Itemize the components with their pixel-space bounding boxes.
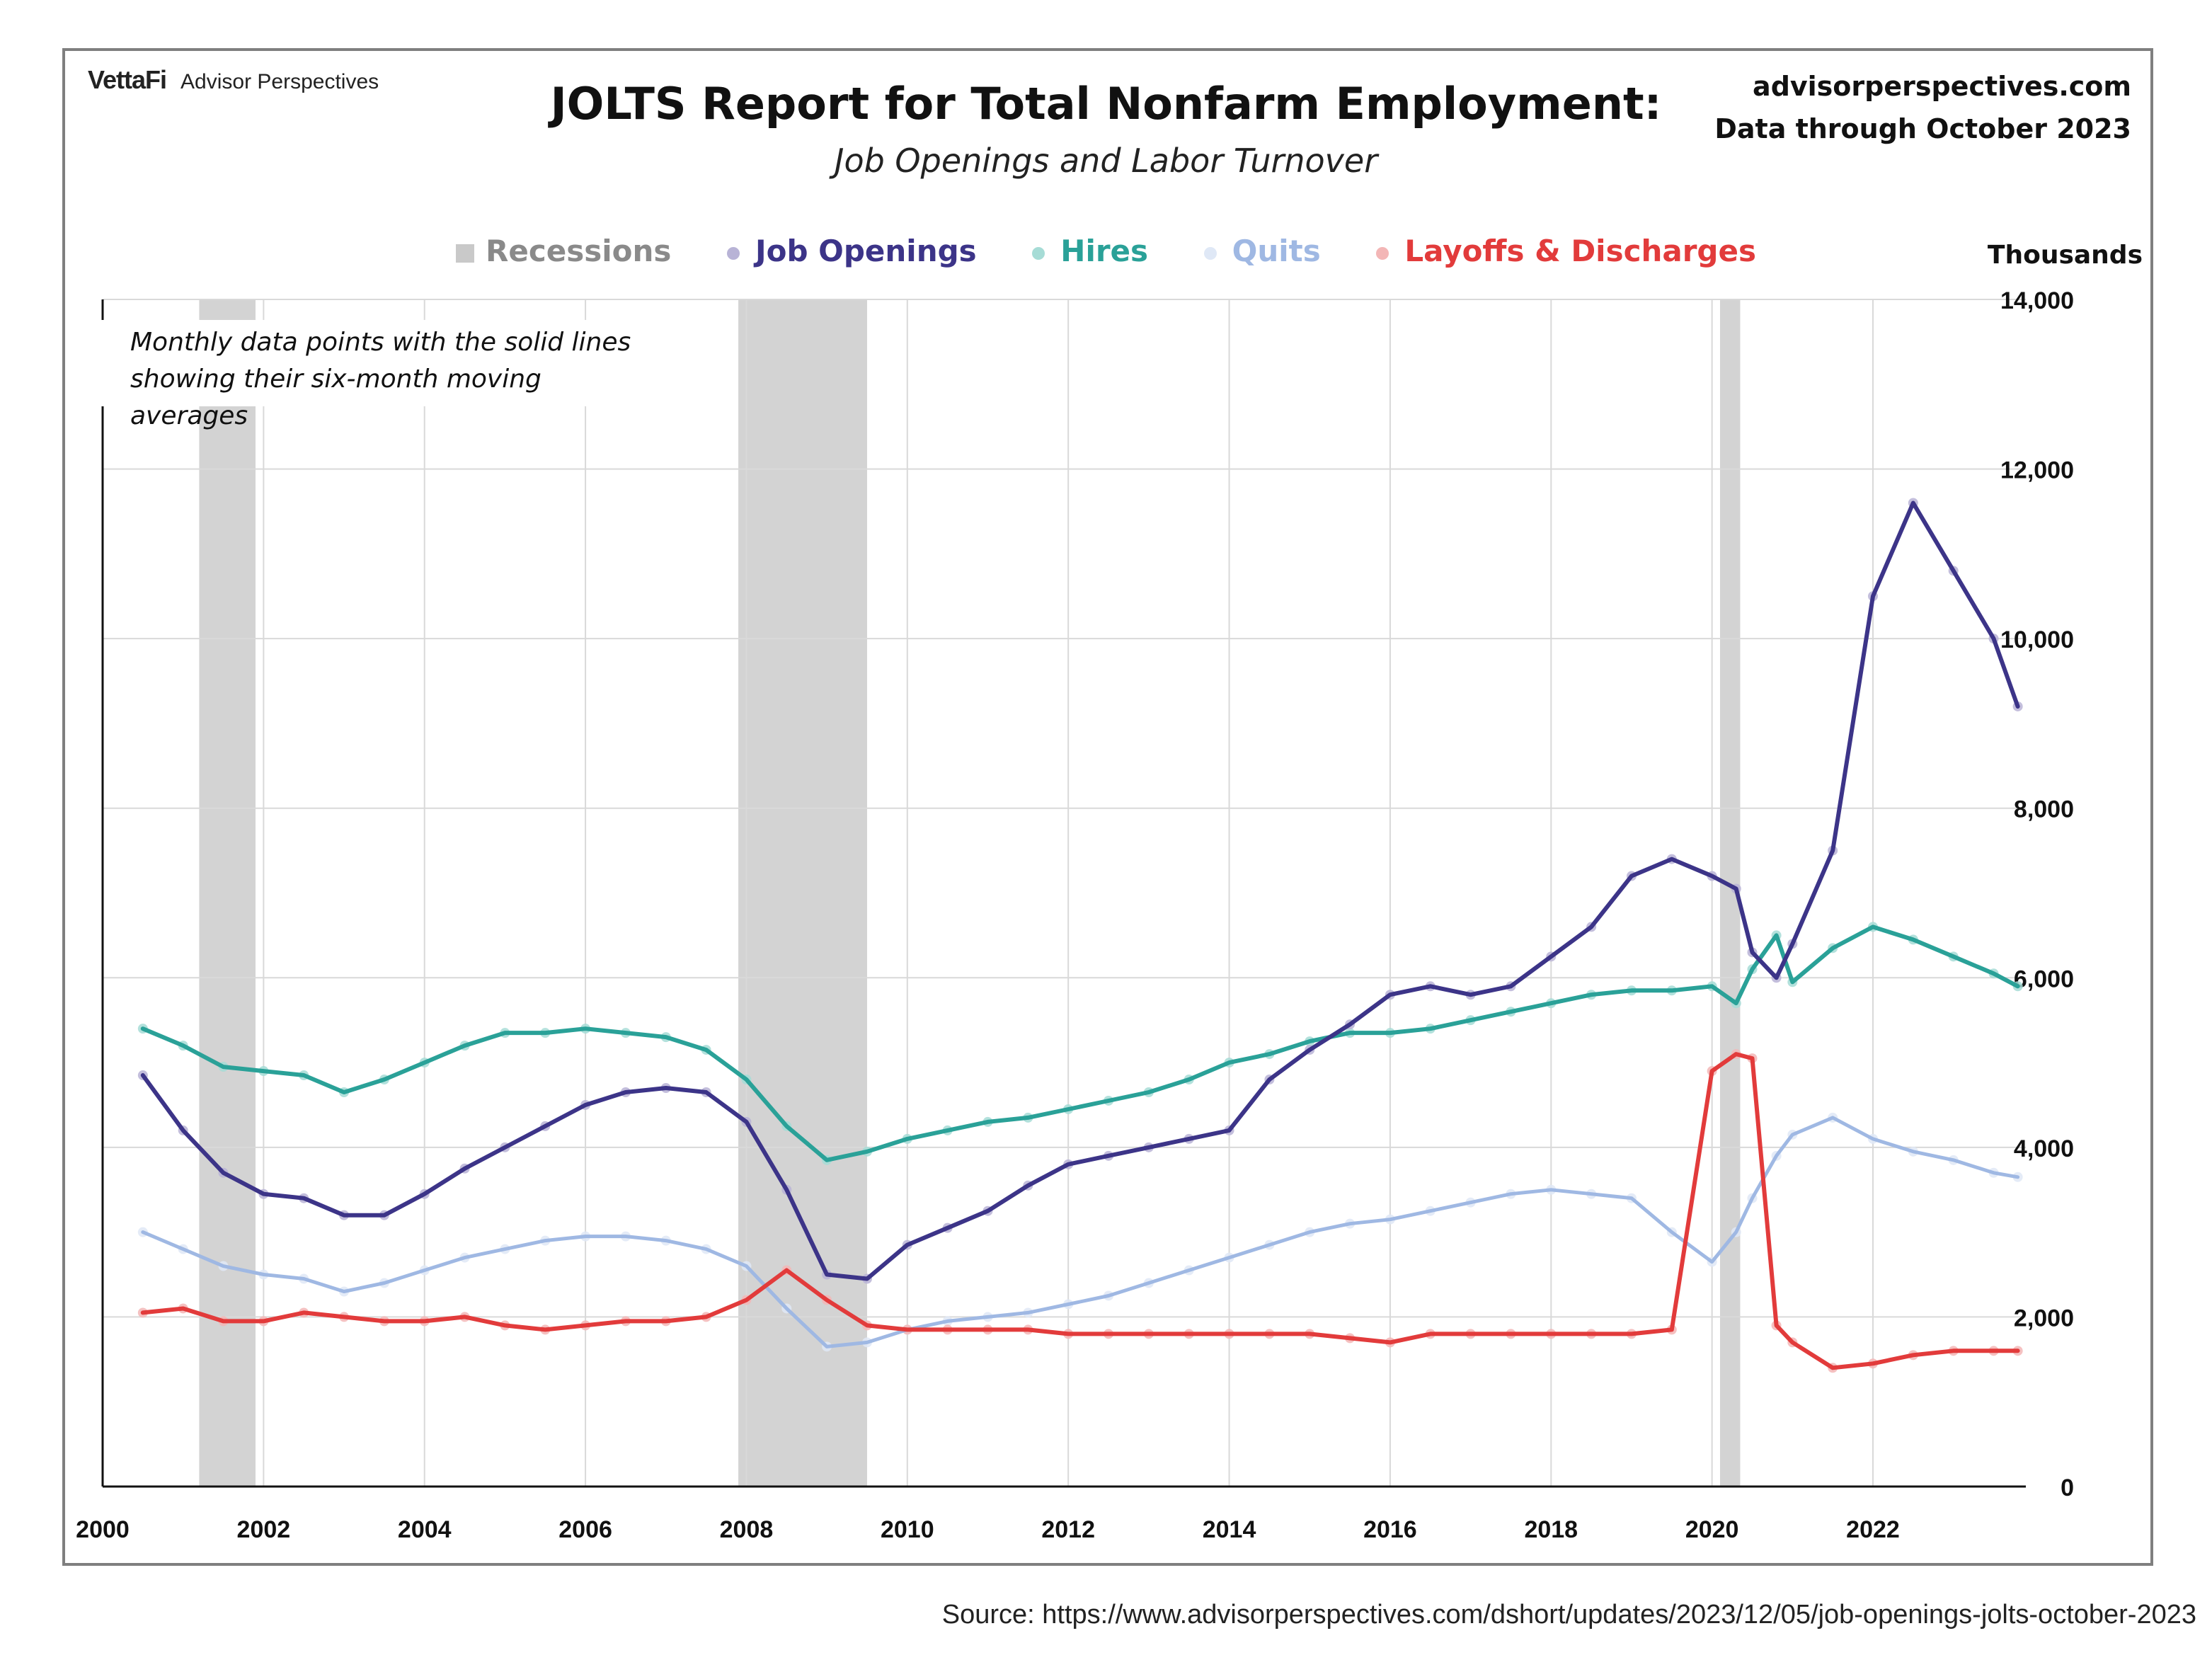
vettafi-logo: VettaFi	[88, 65, 167, 94]
legend-layoffs-label: Layoffs & Discharges	[1404, 234, 1756, 268]
series-line	[140, 500, 2020, 1281]
legend-hires-label: Hires	[1060, 234, 1149, 268]
chart-note: Monthly data points with the solid lines…	[101, 320, 667, 430]
legend-layoffs: Layoffs & Discharges	[1376, 234, 1756, 268]
legend-job-openings: Job Openings	[726, 234, 977, 268]
x-tick-label: 2012	[1041, 1516, 1095, 1543]
legend-recessions: Recessions	[456, 234, 671, 268]
legend-quits-label: Quits	[1232, 234, 1321, 268]
x-tick-label: 2016	[1363, 1516, 1417, 1543]
x-tick-label: 2006	[558, 1516, 612, 1543]
y-tick-label: 2,000	[2014, 1305, 2074, 1332]
chart-subtitle: Job Openings and Labor Turnover	[834, 142, 1378, 180]
brand-name: Advisor Perspectives	[180, 70, 379, 93]
y-tick-label: 4,000	[2014, 1135, 2074, 1162]
y-tick-label: 8,000	[2014, 796, 2074, 823]
series-line	[141, 1116, 2020, 1348]
y-tick-label: 14,000	[2000, 287, 2074, 314]
note-line-1: Monthly data points with the solid lines	[130, 328, 631, 357]
legend-recessions-label: Recessions	[486, 234, 672, 268]
y-tick-label: 0	[2061, 1474, 2074, 1501]
legend-job-openings-label: Job Openings	[755, 234, 977, 268]
x-tick-label: 2022	[1846, 1516, 1900, 1543]
quits-dot-icon	[1203, 246, 1217, 260]
x-tick-label: 2014	[1203, 1516, 1256, 1543]
y-axis-units: Thousands	[1987, 241, 2143, 270]
x-tick-label: 2002	[237, 1516, 291, 1543]
brand: VettaFi Advisor Perspectives	[88, 65, 379, 95]
legend-quits: Quits	[1203, 234, 1321, 268]
chart-frame	[62, 48, 2153, 1566]
y-tick-label: 10,000	[2000, 626, 2074, 653]
x-tick-label: 2020	[1685, 1516, 1739, 1543]
site-name: advisorperspectives.com	[1753, 71, 2131, 102]
y-tick-label: 12,000	[2000, 457, 2074, 484]
x-tick-label: 2004	[398, 1516, 452, 1543]
job-openings-dot-icon	[726, 246, 740, 260]
recession-band	[199, 299, 256, 1487]
note-line-2: showing their six-month moving averages	[130, 365, 541, 430]
x-tick-label: 2018	[1524, 1516, 1578, 1543]
series-line	[140, 924, 2020, 1162]
legend-hires: Hires	[1032, 234, 1148, 268]
x-tick-label: 2008	[720, 1516, 774, 1543]
y-tick-label: 6,000	[2014, 966, 2074, 992]
source-text: Source: https://www.advisorperspectives.…	[941, 1600, 2196, 1630]
x-tick-label: 2010	[881, 1516, 934, 1543]
series-line	[140, 1052, 2020, 1370]
hires-dot-icon	[1032, 246, 1045, 260]
x-tick-label: 2000	[76, 1516, 130, 1543]
data-through: Data through October 2023	[1714, 113, 2131, 144]
legend: Recessions Job Openings Hires Quits Layo…	[0, 234, 2212, 268]
site-info: advisorperspectives.com Data through Oct…	[1714, 65, 2131, 150]
recession-band	[738, 299, 867, 1487]
layoffs-dot-icon	[1376, 246, 1389, 260]
recession-swatch-icon	[456, 244, 474, 263]
chart-title: JOLTS Report for Total Nonfarm Employmen…	[550, 78, 1662, 130]
